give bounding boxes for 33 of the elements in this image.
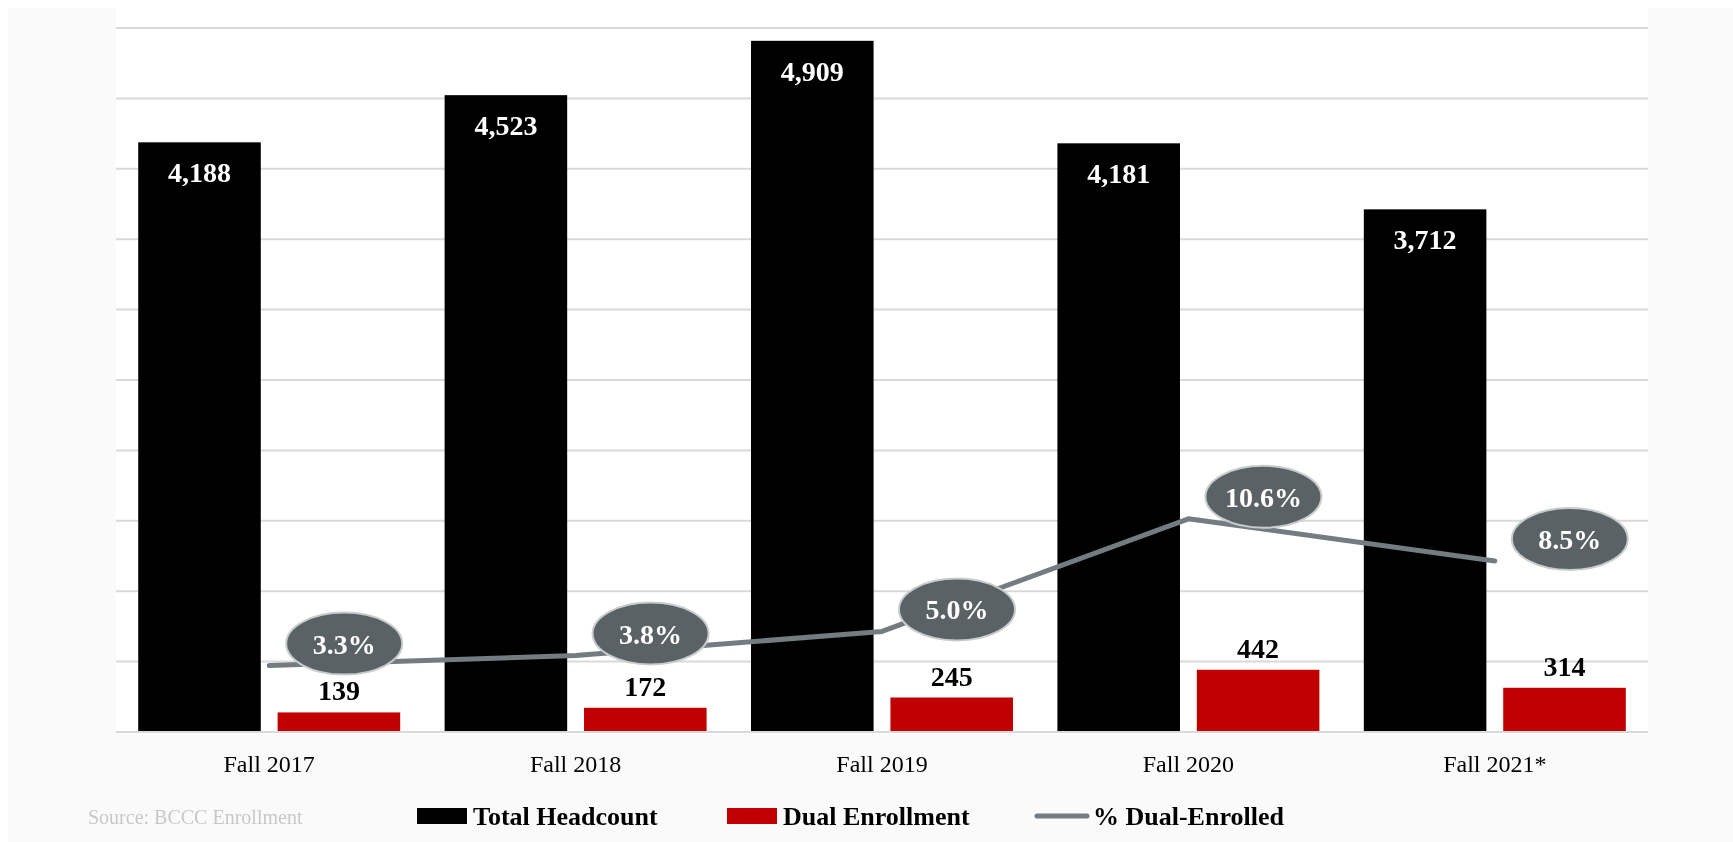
bar [1057, 143, 1180, 732]
x-tick-label: Fall 2020 [1142, 751, 1235, 777]
bar [138, 142, 261, 732]
data-label: 245 [930, 660, 973, 692]
legend-label: % Dual-Enrolled [1093, 802, 1285, 831]
data-label: 3.8% [619, 618, 683, 650]
data-label: 3.3% [312, 628, 376, 660]
data-label: 172 [624, 670, 667, 702]
bar [1196, 669, 1320, 732]
x-tick-label: Fall 2019 [836, 751, 928, 777]
bar [1503, 687, 1626, 732]
data-label: 139 [317, 675, 360, 707]
x-tick-label: Fall 2021* [1443, 751, 1547, 777]
data-label: 4,188 [167, 157, 231, 189]
data-label: 4,181 [1087, 158, 1151, 190]
bar [444, 95, 568, 732]
legend-label: Dual Enrollment [783, 802, 970, 831]
x-tick-label: Fall 2018 [529, 751, 622, 777]
bar [584, 707, 707, 732]
data-label: 5.0% [925, 594, 989, 626]
x-tick-label: Fall 2017 [223, 751, 315, 777]
bar [751, 40, 874, 732]
bar [1363, 209, 1487, 732]
data-label: 10.6% [1224, 481, 1302, 513]
data-label: 442 [1237, 632, 1280, 664]
data-label: 8.5% [1538, 524, 1602, 556]
data-label: 4,523 [474, 110, 538, 142]
data-label: 3,712 [1393, 224, 1457, 256]
legend-label: Total Headcount [473, 802, 659, 831]
data-label: 314 [1543, 650, 1586, 682]
data-label: 4,909 [780, 55, 844, 87]
bar [277, 712, 401, 732]
bar [890, 697, 1013, 732]
